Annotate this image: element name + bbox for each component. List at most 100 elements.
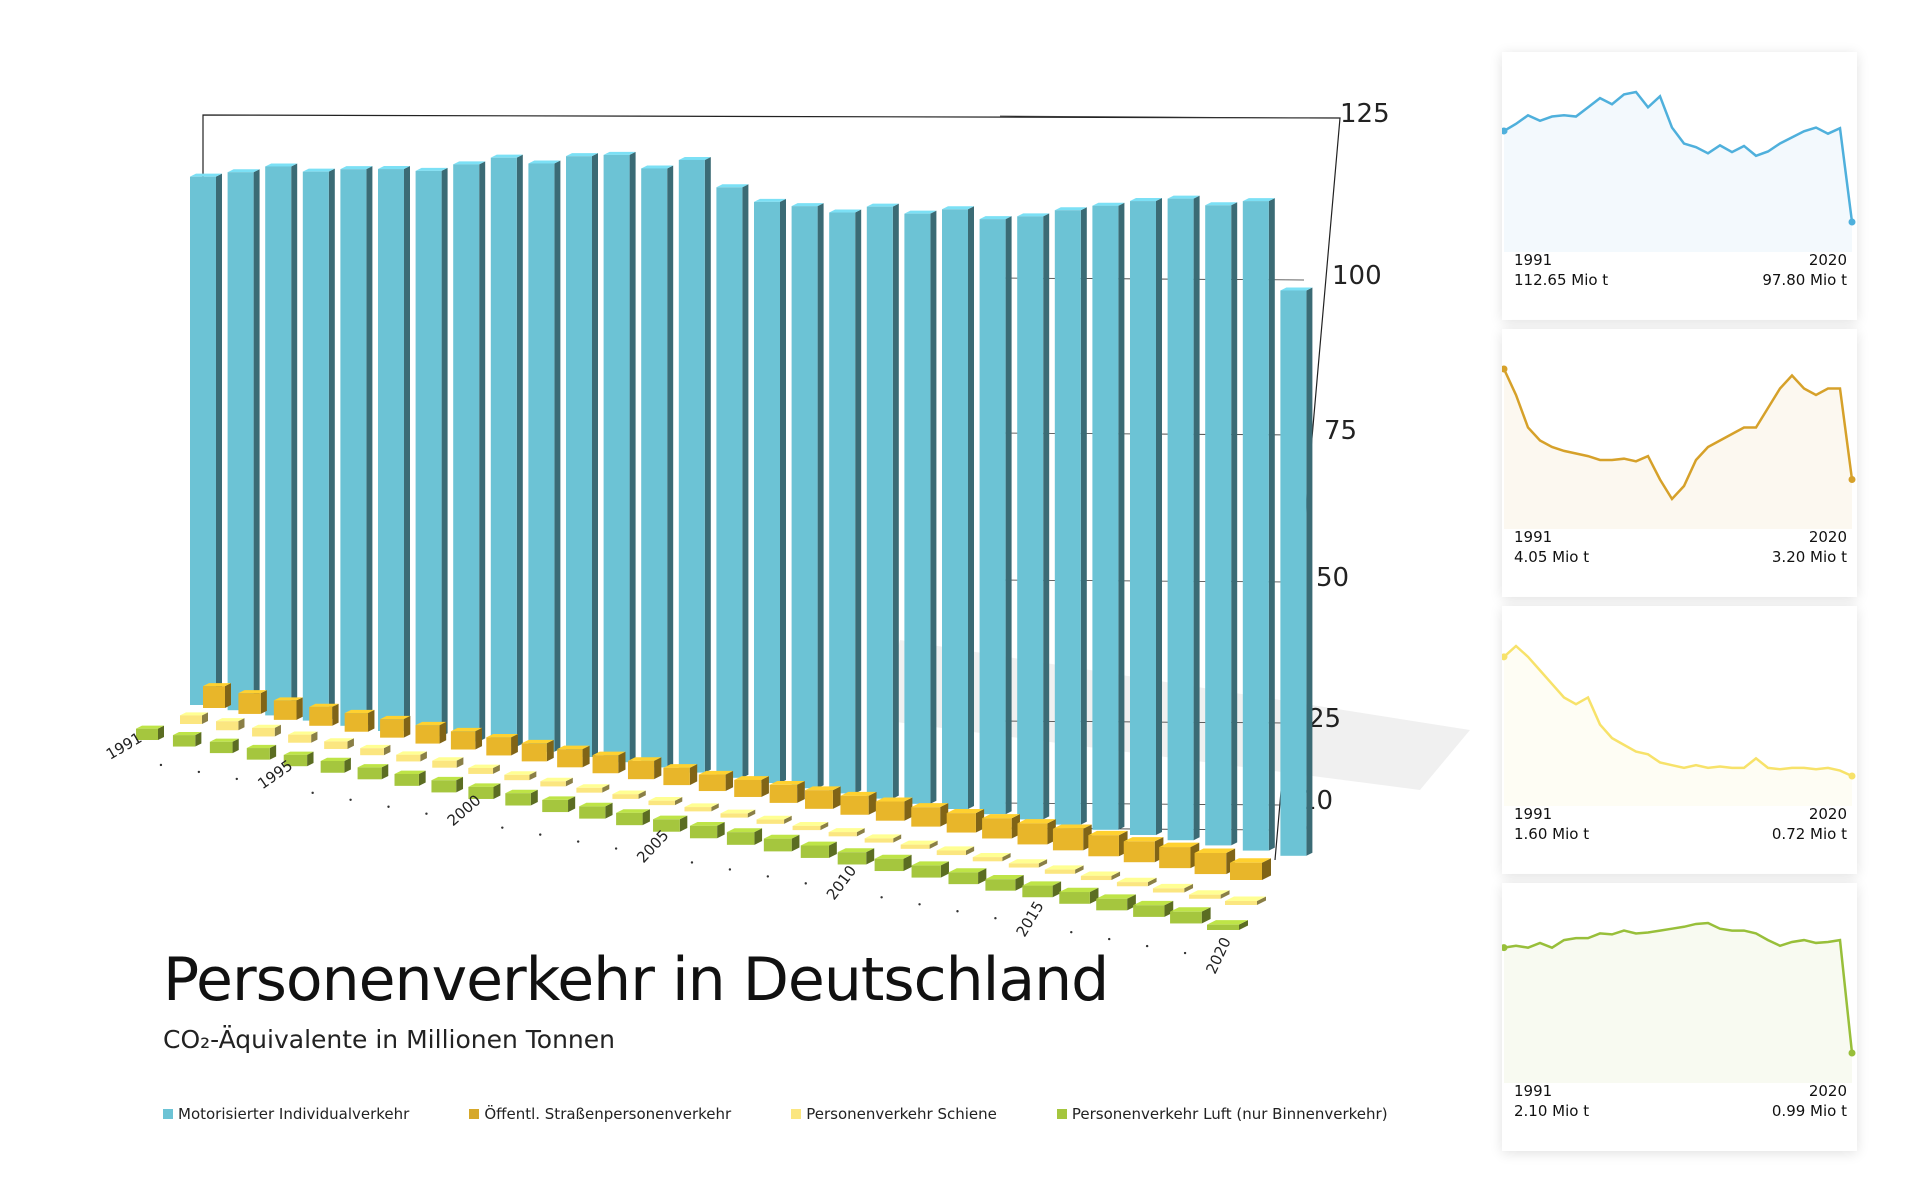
legend-label: Öffentl. Straßenpersonenverkehr — [484, 1105, 732, 1123]
bar-front — [791, 206, 818, 789]
x-tick-dot — [614, 847, 618, 850]
bar-1994-individualverkehr — [302, 168, 335, 721]
bar-top — [603, 151, 636, 155]
x-tick-dot — [1070, 930, 1073, 934]
bar-2006-individualverkehr — [754, 198, 786, 783]
bar-2012-individualverkehr — [979, 216, 1012, 815]
bar-top — [1022, 881, 1062, 886]
bar-top — [911, 861, 949, 866]
bar-top — [1159, 842, 1200, 848]
bar-side — [311, 731, 318, 743]
bar-top — [829, 209, 862, 213]
bar-2020-personenverkehr — [1225, 896, 1266, 905]
bar-2018-öffentl. — [1159, 842, 1200, 869]
bar-top — [678, 156, 711, 160]
bar-front — [172, 735, 196, 747]
bar-front — [521, 743, 547, 762]
bar-top — [246, 744, 277, 749]
bar-front — [900, 844, 930, 849]
bar-front — [136, 728, 158, 740]
bar-1998-individualverkehr — [453, 161, 486, 742]
bar-1999-personenverkehr — [431, 776, 464, 793]
legend-label: Personenverkehr Luft (nur Binnenverkehr) — [1071, 1105, 1388, 1123]
bar-front — [576, 787, 603, 793]
sparkline-end-dot — [1848, 476, 1856, 483]
bar-top — [900, 840, 938, 845]
bar-side — [347, 738, 354, 749]
bar-side — [1193, 195, 1200, 841]
bar-front — [1088, 835, 1119, 857]
bar-2013-personenverkehr — [972, 852, 1011, 862]
bar-side — [828, 841, 837, 858]
x-tick-dot — [956, 910, 959, 913]
bar-top — [1207, 920, 1248, 925]
bar-side — [225, 683, 231, 708]
sparkline-line — [1503, 90, 1854, 223]
bar-2000-personenverkehr — [468, 783, 501, 799]
bar-2019-personenverkehr — [1170, 907, 1211, 924]
bar-2012-personenverkehr — [911, 861, 949, 878]
bar-top — [394, 770, 426, 774]
bar-front — [828, 832, 857, 837]
bar-top — [1152, 883, 1194, 889]
bar-1997-personenverkehr — [357, 764, 389, 780]
bar-front — [324, 741, 348, 749]
bar-front — [1080, 875, 1112, 881]
bar-2002-öffentl. — [592, 751, 626, 774]
x-tick-dot — [1108, 937, 1111, 941]
bar-1994-öffentl. — [309, 703, 339, 726]
bar-side — [618, 751, 626, 774]
bar-top — [415, 721, 447, 726]
bar-1993-öffentl. — [273, 697, 303, 720]
bar-top — [265, 163, 298, 167]
bar-2015-öffentl. — [1052, 824, 1092, 851]
x-tick-dot — [387, 805, 390, 808]
bar-side — [856, 828, 865, 837]
bar-side — [903, 854, 912, 872]
sparkline-panel: 1991 112.65 Mio t 2020 97.80 Mio t — [1502, 52, 1857, 320]
bar-side — [383, 744, 391, 756]
bar-side — [817, 203, 824, 789]
bar-top — [542, 796, 576, 800]
bar-top — [540, 777, 573, 782]
bar-2013-personenverkehr — [948, 868, 987, 885]
bar-side — [754, 828, 763, 845]
bar-front — [528, 163, 555, 752]
bar-side — [441, 167, 448, 737]
bar-top — [800, 841, 837, 846]
bar-2017-personenverkehr — [1096, 894, 1136, 911]
bar-side — [605, 802, 613, 819]
bar-top — [1017, 213, 1050, 217]
bar-front — [357, 767, 382, 780]
bar-side — [493, 783, 501, 799]
bar-1999-individualverkehr — [490, 154, 523, 747]
bar-2019-personenverkehr — [1188, 890, 1230, 899]
bar-top — [734, 776, 769, 780]
bar-2011-individualverkehr — [942, 206, 974, 809]
bar-front — [431, 780, 457, 793]
sparkline — [1502, 644, 1856, 806]
bar-side — [855, 209, 862, 794]
bar-1993-individualverkehr — [265, 163, 298, 716]
bar-top — [1096, 894, 1136, 899]
x-tick-dot — [994, 917, 997, 920]
bar-1996-personenverkehr — [360, 744, 391, 756]
bar-2020-öffentl. — [1230, 858, 1271, 880]
bar-side — [1015, 875, 1024, 891]
bar-2007-personenverkehr — [726, 828, 763, 845]
bar-top — [942, 206, 974, 210]
bar-side — [1080, 207, 1087, 825]
sparkline-area — [1504, 646, 1852, 806]
bar-front — [1207, 924, 1239, 930]
bar-front — [209, 741, 233, 754]
bar-top — [579, 802, 613, 807]
bar-top — [684, 803, 719, 808]
bar-2011-personenverkehr — [874, 854, 912, 872]
bar-side — [602, 784, 610, 793]
bar-top — [431, 776, 464, 781]
bar-1997-öffentl. — [415, 721, 447, 744]
bar-front — [1230, 862, 1262, 880]
x-tick-label: 2010 — [823, 862, 860, 903]
bar-side — [195, 732, 202, 747]
bar-front — [678, 159, 705, 773]
